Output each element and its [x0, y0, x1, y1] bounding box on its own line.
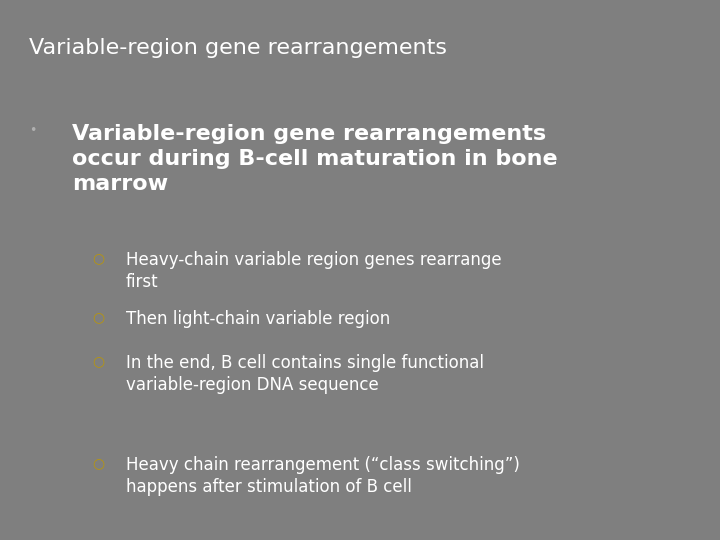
Text: ○: ○ [92, 310, 104, 325]
Text: ○: ○ [92, 456, 104, 470]
Text: Variable-region gene rearrangements
occur during B-cell maturation in bone
marro: Variable-region gene rearrangements occu… [72, 124, 557, 194]
Text: ○: ○ [92, 354, 104, 368]
Text: In the end, B cell contains single functional
variable-region DNA sequence: In the end, B cell contains single funct… [126, 354, 484, 394]
Text: Heavy chain rearrangement (“class switching”)
happens after stimulation of B cel: Heavy chain rearrangement (“class switch… [126, 456, 520, 496]
Text: Variable-region gene rearrangements: Variable-region gene rearrangements [29, 38, 447, 58]
Text: Heavy-chain variable region genes rearrange
first: Heavy-chain variable region genes rearra… [126, 251, 502, 291]
Text: ○: ○ [92, 251, 104, 265]
Text: Then light-chain variable region: Then light-chain variable region [126, 310, 390, 328]
Text: •: • [29, 124, 36, 137]
